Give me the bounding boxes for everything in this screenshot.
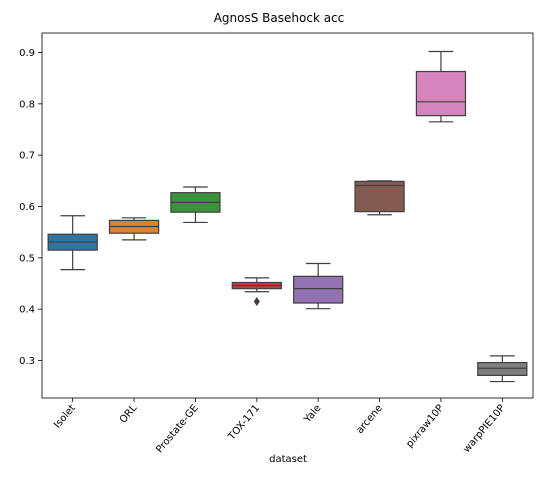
plot-frame bbox=[41, 32, 534, 399]
x-tick-label: warpPIE10P bbox=[461, 403, 507, 455]
box-arcene bbox=[354, 180, 405, 216]
outlier-marker bbox=[253, 296, 260, 306]
box-prostate-ge bbox=[170, 186, 221, 224]
x-axis-label: dataset bbox=[269, 454, 307, 465]
iqr-box bbox=[354, 180, 405, 213]
iqr-box bbox=[477, 361, 528, 377]
box-isolet bbox=[47, 215, 98, 271]
y-tick-label: 0.5 bbox=[19, 253, 35, 264]
x-axis: Isolet ORL Prostate-GE TOX-171 Yale arcene pix… bbox=[52, 398, 508, 455]
chart-title: AgnosS Basehock acc bbox=[214, 11, 345, 25]
x-tick-label: Yale bbox=[302, 403, 324, 426]
box-pixraw10p bbox=[415, 50, 467, 123]
y-tick-label: 0.6 bbox=[19, 202, 35, 213]
plot-area bbox=[47, 50, 528, 383]
y-axis: 0.3 0.4 0.5 0.6 0.7 0.8 0.9 bbox=[19, 48, 42, 367]
box-tox-171 bbox=[231, 277, 282, 306]
x-tick-label: arcene bbox=[354, 403, 384, 436]
box-orl bbox=[108, 217, 160, 241]
y-tick-label: 0.4 bbox=[19, 305, 35, 316]
y-tick-label: 0.7 bbox=[19, 151, 35, 162]
x-tick-label: pixraw10P bbox=[404, 403, 446, 450]
iqr-box bbox=[415, 70, 467, 117]
y-tick-label: 0.9 bbox=[19, 48, 35, 59]
x-tick-label: Prostate-GE bbox=[154, 403, 201, 455]
box-yale bbox=[293, 262, 344, 310]
box-warppie10p bbox=[477, 355, 528, 383]
y-tick-label: 0.3 bbox=[19, 356, 35, 367]
x-tick-label: TOX-171 bbox=[226, 403, 262, 443]
x-tick-label: ORL bbox=[118, 403, 140, 426]
iqr-box bbox=[293, 275, 344, 304]
y-tick-label: 0.8 bbox=[19, 99, 35, 110]
x-tick-label: Isolet bbox=[52, 403, 78, 431]
